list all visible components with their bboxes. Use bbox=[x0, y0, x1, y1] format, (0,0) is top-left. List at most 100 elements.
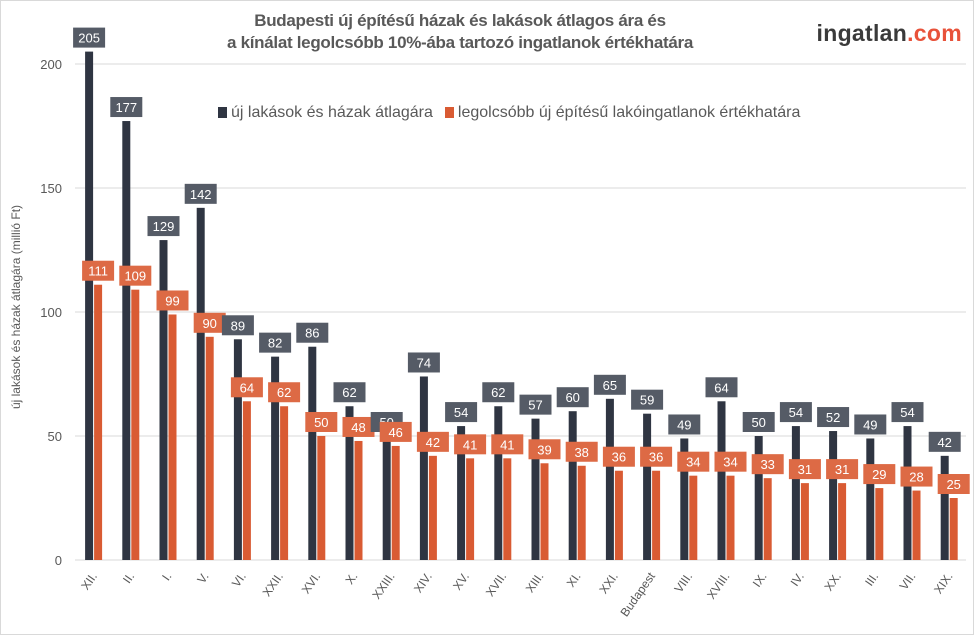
data-label: 57 bbox=[528, 398, 542, 413]
data-label-box bbox=[156, 290, 189, 311]
x-tick-label: XII. bbox=[78, 570, 100, 593]
data-label-box bbox=[631, 389, 664, 410]
bar-threshold bbox=[838, 483, 847, 560]
data-label: 60 bbox=[565, 390, 579, 405]
data-label-box bbox=[826, 459, 859, 480]
data-label: 109 bbox=[124, 269, 146, 284]
bar-average bbox=[866, 438, 875, 560]
data-label-box bbox=[854, 414, 887, 435]
bar-threshold bbox=[800, 483, 809, 560]
data-label: 28 bbox=[909, 470, 923, 485]
x-tick-label: I. bbox=[159, 570, 174, 583]
bar-threshold bbox=[726, 475, 735, 560]
x-tick-label: VI. bbox=[229, 570, 249, 590]
data-label-box bbox=[454, 434, 487, 455]
data-label: 62 bbox=[491, 385, 505, 400]
data-label: 111 bbox=[88, 264, 108, 279]
legend: új lakások és házak átlagára legolcsóbb … bbox=[218, 104, 800, 122]
bar-threshold bbox=[503, 458, 512, 560]
data-label-box bbox=[640, 446, 673, 467]
bar-average bbox=[680, 438, 689, 560]
data-label: 59 bbox=[640, 393, 654, 408]
data-label-box bbox=[863, 464, 896, 485]
x-tick-label: VII. bbox=[897, 570, 919, 593]
data-label: 36 bbox=[649, 450, 663, 465]
bar-average bbox=[308, 346, 317, 560]
y-tick-label: 50 bbox=[48, 429, 62, 444]
data-label: 90 bbox=[202, 316, 216, 331]
bar-average bbox=[419, 376, 428, 560]
data-label-box bbox=[82, 260, 115, 281]
data-label: 64 bbox=[714, 380, 728, 395]
data-label-box bbox=[193, 312, 226, 333]
bar-average bbox=[531, 418, 540, 560]
logo-suffix: .com bbox=[907, 20, 962, 46]
data-label: 42 bbox=[426, 435, 440, 450]
x-tick-label: VIII. bbox=[672, 570, 696, 596]
data-label: 54 bbox=[789, 405, 803, 420]
bar-average bbox=[643, 413, 652, 560]
bar-average bbox=[271, 356, 280, 560]
bar-threshold bbox=[466, 458, 475, 560]
legend-item-average: új lakások és házak átlagára bbox=[218, 104, 433, 122]
x-tick-label: XV. bbox=[450, 570, 472, 593]
bar-threshold bbox=[205, 336, 214, 560]
data-label: 86 bbox=[305, 326, 319, 341]
bar-threshold bbox=[168, 314, 177, 560]
data-label: 82 bbox=[268, 336, 282, 351]
data-label-box bbox=[147, 216, 180, 237]
data-label-box bbox=[221, 315, 254, 336]
y-tick-label: 0 bbox=[55, 553, 62, 568]
data-label-box bbox=[602, 446, 635, 467]
data-label: 31 bbox=[798, 462, 812, 477]
data-label-box bbox=[677, 451, 710, 472]
title-line-1: Budapesti új építésű házak és lakások át… bbox=[254, 11, 666, 30]
data-label: 89 bbox=[231, 318, 245, 333]
data-label: 46 bbox=[388, 425, 402, 440]
data-label: 205 bbox=[78, 31, 100, 46]
bar-average bbox=[940, 455, 949, 560]
data-label-box bbox=[593, 374, 626, 395]
legend-item-threshold: legolcsóbb új építésű lakóingatlanok ért… bbox=[444, 104, 801, 122]
bar-threshold bbox=[577, 465, 586, 560]
bar-average bbox=[196, 207, 205, 560]
data-label: 33 bbox=[760, 457, 774, 472]
bar-average bbox=[122, 121, 131, 560]
data-label: 99 bbox=[165, 293, 179, 308]
data-label-box bbox=[937, 474, 970, 494]
bar-threshold bbox=[391, 445, 400, 560]
x-tick-label: XIX. bbox=[931, 570, 955, 597]
data-label-box bbox=[742, 412, 775, 432]
data-label-box bbox=[491, 434, 524, 455]
x-tick-label: IV. bbox=[788, 570, 807, 589]
x-tick-label: XXII. bbox=[260, 570, 286, 599]
data-label: 49 bbox=[863, 417, 877, 432]
legend-label-threshold: legolcsóbb új építésű lakóingatlanok ért… bbox=[457, 104, 801, 121]
data-label-box bbox=[416, 431, 449, 452]
bar-average bbox=[568, 411, 577, 560]
data-label: 52 bbox=[826, 410, 840, 425]
data-label-box bbox=[407, 352, 440, 373]
legend-label-average: új lakások és házak átlagára bbox=[231, 104, 433, 121]
data-label-box bbox=[305, 412, 338, 432]
data-label: 142 bbox=[190, 187, 212, 202]
data-label-box bbox=[928, 431, 961, 452]
bar-threshold bbox=[652, 470, 661, 560]
bar-average bbox=[605, 398, 614, 560]
data-label-box bbox=[891, 402, 924, 423]
logo-main: ingatlan bbox=[816, 20, 908, 46]
data-label: 38 bbox=[574, 445, 588, 460]
data-label-box bbox=[565, 441, 598, 462]
bar-threshold bbox=[131, 289, 140, 560]
data-label: 25 bbox=[946, 477, 960, 492]
data-label: 48 bbox=[351, 420, 365, 435]
data-label: 39 bbox=[537, 442, 551, 457]
bar-average bbox=[233, 339, 242, 560]
x-tick-label: X. bbox=[342, 570, 360, 587]
data-label: 34 bbox=[686, 455, 700, 470]
data-label-box bbox=[482, 382, 515, 403]
data-label: 42 bbox=[937, 435, 951, 450]
data-label: 54 bbox=[454, 405, 468, 420]
x-tick-label: XI. bbox=[564, 570, 584, 590]
